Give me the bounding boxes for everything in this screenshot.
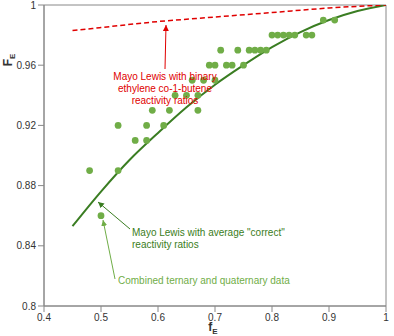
- svg-text:Mayo Lewis with binary: Mayo Lewis with binary: [113, 71, 216, 82]
- svg-text:0.8: 0.8: [22, 301, 36, 312]
- svg-text:reactivity ratios: reactivity ratios: [132, 95, 199, 106]
- svg-text:fE: fE: [208, 320, 218, 336]
- svg-text:0.88: 0.88: [17, 180, 37, 191]
- svg-text:1: 1: [383, 312, 386, 323]
- svg-text:0.5: 0.5: [94, 312, 108, 323]
- svg-text:0.6: 0.6: [151, 312, 165, 323]
- svg-text:0.4: 0.4: [37, 312, 51, 323]
- svg-text:0.9: 0.9: [322, 312, 336, 323]
- svg-text:Mayo Lewis with average "corre: Mayo Lewis with average "correct": [132, 227, 285, 238]
- svg-text:0.8: 0.8: [265, 312, 279, 323]
- svg-text:0.96: 0.96: [17, 60, 37, 71]
- svg-text:1: 1: [30, 0, 36, 11]
- svg-text:0.84: 0.84: [17, 240, 37, 251]
- svg-text:reactivity ratios: reactivity ratios: [132, 239, 199, 250]
- svg-text:ethylene co-1-butene: ethylene co-1-butene: [118, 83, 212, 94]
- svg-text:0.92: 0.92: [17, 120, 37, 131]
- svg-text:0.7: 0.7: [208, 312, 222, 323]
- svg-text:Combined ternary and quaternar: Combined ternary and quaternary data: [118, 275, 290, 286]
- svg-text:FE: FE: [8, 53, 17, 66]
